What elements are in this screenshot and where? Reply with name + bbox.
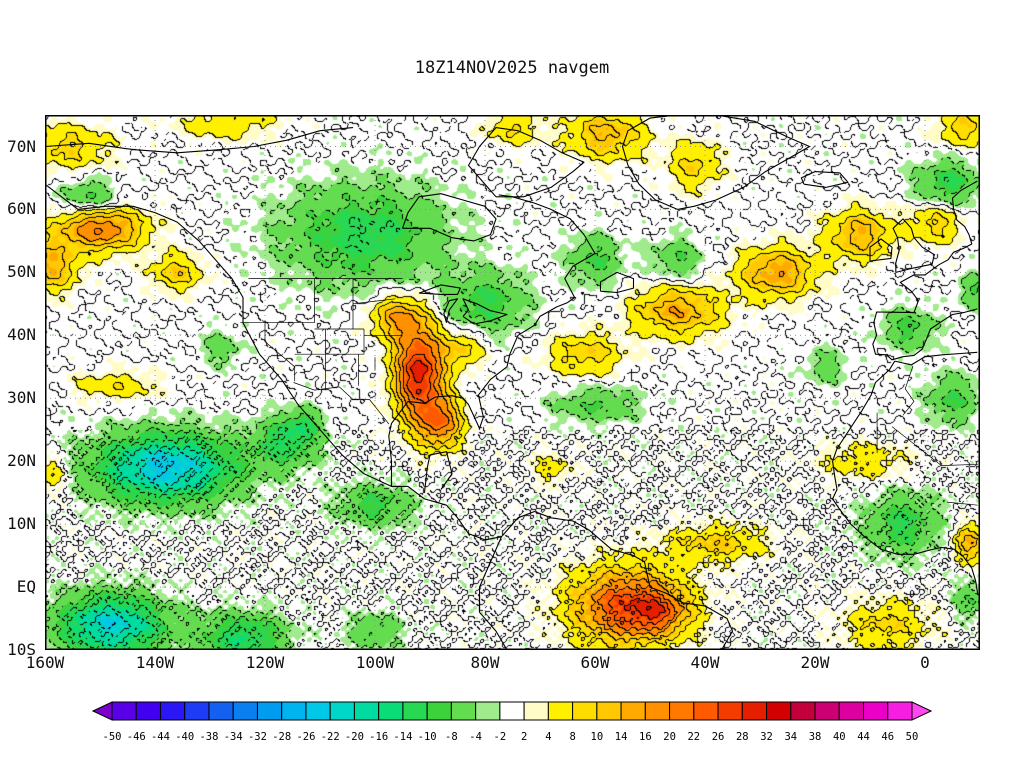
latitude-axis: 70N 60N 50N 40N 30N 20N 10N EQ 10S bbox=[0, 115, 41, 660]
lon-tick-label: 140W bbox=[135, 653, 175, 672]
lon-tick-label: 160W bbox=[25, 653, 65, 672]
svg-text:-34: -34 bbox=[224, 731, 243, 743]
svg-text:26: 26 bbox=[712, 731, 725, 743]
svg-text:38: 38 bbox=[809, 731, 822, 743]
title-line-run: 18Z14NOV2025 navgem bbox=[414, 58, 610, 78]
lat-tick-label: 50N bbox=[7, 262, 36, 282]
svg-text:46: 46 bbox=[881, 731, 894, 743]
lon-tick-label: 80W bbox=[470, 653, 500, 672]
svg-text:-28: -28 bbox=[272, 731, 291, 743]
svg-text:-40: -40 bbox=[175, 731, 194, 743]
lat-tick-label: EQ bbox=[16, 577, 36, 597]
lon-tick-label: 40W bbox=[690, 653, 720, 672]
lon-tick-label: 0 bbox=[920, 653, 930, 672]
coastlines-graticule-overlay bbox=[45, 115, 980, 650]
lat-tick-label: 70N bbox=[7, 136, 36, 156]
svg-text:34: 34 bbox=[784, 731, 797, 743]
svg-text:-32: -32 bbox=[248, 731, 267, 743]
lon-tick-label: 60W bbox=[580, 653, 610, 672]
svg-text:2: 2 bbox=[521, 731, 527, 743]
lat-tick-label: 20N bbox=[7, 451, 36, 471]
svg-text:-2: -2 bbox=[494, 731, 507, 743]
lat-tick-label: 40N bbox=[7, 325, 36, 345]
svg-text:20: 20 bbox=[663, 731, 676, 743]
longitude-axis: 160W 140W 120W 100W 80W 60W 40W 20W 0 bbox=[26, 653, 980, 673]
svg-text:-10: -10 bbox=[418, 731, 437, 743]
svg-text:-20: -20 bbox=[345, 731, 364, 743]
svg-text:14: 14 bbox=[615, 731, 628, 743]
lon-tick-label: 120W bbox=[245, 653, 285, 672]
svg-text:-50: -50 bbox=[103, 731, 122, 743]
colorbar: -50 -46 -44 -40 -38 -34 -32 -28 -26 -22 -20 -16 -14-… bbox=[92, 701, 932, 743]
svg-text:32: 32 bbox=[760, 731, 773, 743]
lon-tick-label: 20W bbox=[800, 653, 830, 672]
svg-text:-44: -44 bbox=[151, 731, 170, 743]
svg-text:44: 44 bbox=[857, 731, 870, 743]
svg-text:4: 4 bbox=[545, 731, 551, 743]
svg-text:-22: -22 bbox=[321, 731, 340, 743]
svg-text:-38: -38 bbox=[199, 731, 218, 743]
svg-text:28: 28 bbox=[736, 731, 749, 743]
svg-text:-16: -16 bbox=[369, 731, 388, 743]
svg-text:22: 22 bbox=[687, 731, 700, 743]
svg-text:-26: -26 bbox=[296, 731, 315, 743]
svg-text:10: 10 bbox=[591, 731, 604, 743]
lat-tick-label: 10S bbox=[7, 640, 36, 660]
map-plot-area bbox=[45, 115, 980, 650]
lat-tick-label: 60N bbox=[7, 199, 36, 219]
svg-text:-46: -46 bbox=[127, 731, 146, 743]
svg-text:-14: -14 bbox=[393, 731, 412, 743]
lat-tick-label: 10N bbox=[7, 514, 36, 534]
anomaly-shading-canvas bbox=[45, 115, 980, 650]
svg-text:8: 8 bbox=[569, 731, 575, 743]
lon-tick-label: 100W bbox=[355, 653, 395, 672]
svg-text:40: 40 bbox=[833, 731, 846, 743]
svg-text:-4: -4 bbox=[469, 731, 482, 743]
lat-tick-label: 30N bbox=[7, 388, 36, 408]
svg-text:16: 16 bbox=[639, 731, 652, 743]
svg-text:-8: -8 bbox=[445, 731, 458, 743]
svg-text:50: 50 bbox=[906, 731, 919, 743]
